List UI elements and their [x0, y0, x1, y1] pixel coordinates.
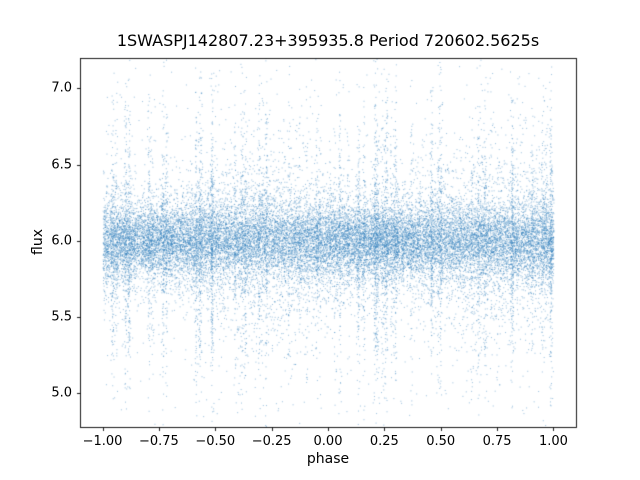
x-tick-label: 0.00 [313, 434, 343, 449]
x-tick-label: −0.75 [138, 434, 179, 449]
y-tick-label: 6.0 [51, 233, 72, 249]
x-tick-label: 1.00 [538, 434, 568, 449]
y-tick-label: 5.5 [51, 309, 72, 325]
y-tick-label: 7.0 [51, 80, 72, 96]
y-tick-label: 5.0 [51, 385, 72, 401]
x-tick-label: 0.75 [482, 434, 512, 449]
chart-title: 1SWASPJ142807.23+395935.8 Period 720602.… [116, 31, 540, 50]
x-axis-label: phase [306, 451, 350, 467]
x-tick-label: −0.50 [195, 434, 236, 449]
x-tick-label: −0.25 [251, 434, 292, 449]
y-tick-label: 6.5 [51, 157, 72, 173]
y-axis-label: flux [30, 229, 46, 255]
x-tick-label: −1.00 [82, 434, 123, 449]
x-tick-label: 0.50 [426, 434, 456, 449]
x-tick-label: 0.25 [369, 434, 399, 449]
